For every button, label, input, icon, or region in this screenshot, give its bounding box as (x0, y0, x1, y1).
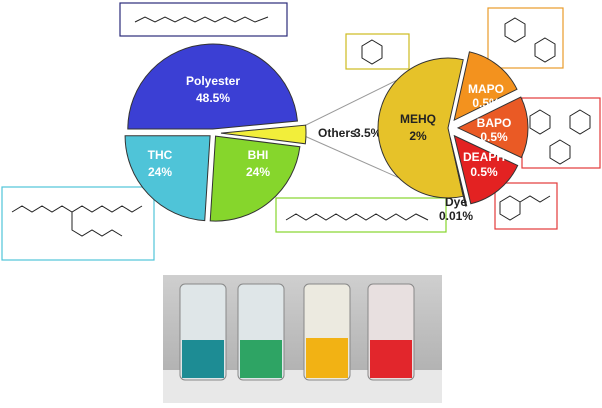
vial-liquid (182, 340, 224, 378)
pie-slice (449, 137, 468, 207)
structure-ring (534, 37, 556, 63)
pie-slice (220, 124, 307, 145)
slice-label: Polyester (186, 74, 240, 88)
vial-liquid (240, 340, 282, 378)
slice-value-label: 48.5% (196, 91, 230, 105)
slice-value-label: 0.01% (439, 209, 473, 223)
slice-label: Others (318, 126, 357, 140)
bhi-structure (275, 197, 447, 233)
pie-slice (456, 96, 529, 159)
structure-bonds (134, 16, 269, 23)
slice-label: DEAPH (463, 150, 505, 164)
slice-value-label: 0.5% (480, 130, 508, 144)
vial (179, 283, 227, 381)
structure-ring (549, 139, 571, 165)
vial (367, 283, 415, 381)
structure-ring (504, 17, 526, 43)
vial (303, 283, 351, 381)
structure-bonds (285, 213, 429, 221)
slice-value-label: 0.5% (470, 165, 498, 179)
slice-label: MEHQ (400, 112, 436, 126)
slice-label: BHI (248, 148, 269, 162)
vial (237, 283, 285, 381)
slice-value-label: 3.5% (354, 126, 382, 140)
slice-label: MAPO (468, 82, 504, 96)
bapo-structure (521, 97, 601, 169)
structure-bonds (71, 212, 123, 237)
slice-value-label: 24% (148, 165, 172, 179)
slice-value-label: 0.5% (472, 96, 500, 110)
deaph-structure (494, 182, 558, 230)
slice-value-label: 24% (246, 165, 270, 179)
pie-slice (453, 134, 519, 205)
mehq-structure (345, 33, 410, 70)
slice-label: BAPO (477, 116, 512, 130)
slice-label: Dye (445, 195, 467, 209)
slice-value-label: 2% (409, 129, 427, 143)
structures (1, 2, 601, 261)
pie-slice (377, 57, 464, 199)
polyester-structure (119, 2, 288, 37)
structure-ring (569, 109, 591, 135)
structure-ring (361, 39, 383, 65)
vial-liquid (370, 340, 412, 378)
pie-slice (127, 43, 298, 130)
vial-photo (163, 275, 442, 403)
structure-ring (529, 109, 551, 135)
mapo-structure (487, 7, 564, 69)
structure-bonds (11, 205, 143, 213)
slice-label: THC (148, 148, 173, 162)
vial-liquid (306, 338, 348, 378)
pie-slice (209, 135, 301, 222)
pie-slice (124, 135, 211, 222)
thc-structure (1, 186, 155, 261)
pie-slice (453, 51, 518, 122)
structure-bonds (519, 195, 551, 203)
